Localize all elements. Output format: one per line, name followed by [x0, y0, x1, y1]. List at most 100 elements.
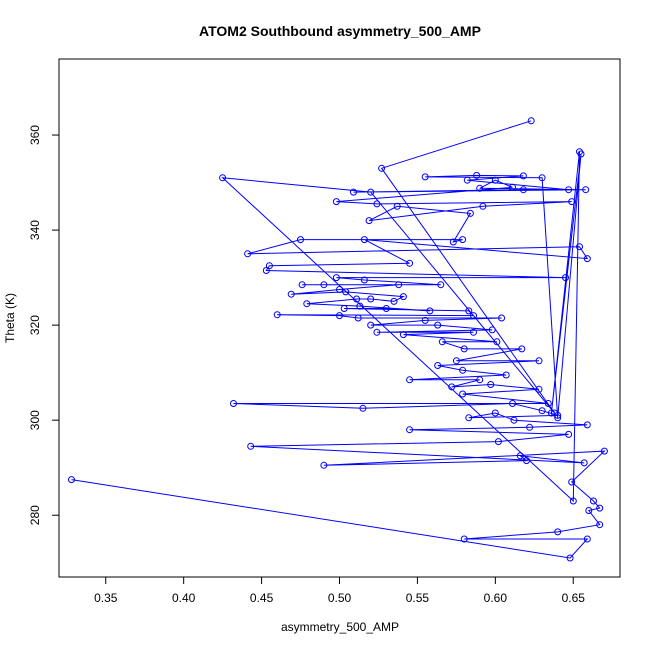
data-point — [535, 385, 543, 393]
data-point — [465, 307, 473, 315]
data-point — [459, 366, 467, 374]
x-tick-label: 0.50 — [328, 591, 352, 605]
data-point — [244, 250, 252, 258]
data-point — [509, 400, 516, 407]
data-point — [438, 338, 446, 346]
data-point — [565, 186, 573, 194]
data-point — [399, 293, 407, 301]
data-point — [247, 442, 255, 450]
data-point — [421, 173, 429, 181]
data-point — [519, 172, 527, 180]
data-point — [491, 409, 499, 417]
data-point — [393, 202, 401, 210]
plot-frame — [58, 58, 621, 578]
data-point — [68, 476, 75, 484]
y-axis-label: Theta (K) — [3, 293, 17, 343]
data-point — [449, 238, 457, 246]
x-tick-label: 0.55 — [406, 591, 430, 605]
data-point — [465, 414, 473, 422]
data-point — [320, 281, 328, 289]
data-point — [600, 447, 608, 455]
data-point — [265, 262, 273, 270]
data-point — [360, 236, 368, 244]
data-point — [406, 376, 414, 384]
data-point — [585, 507, 593, 514]
data-point — [390, 297, 398, 305]
data-point — [596, 521, 604, 529]
data-point — [590, 497, 597, 505]
data-point — [359, 404, 367, 412]
data-point — [219, 174, 227, 182]
data-point — [583, 535, 591, 543]
data-point — [473, 171, 481, 179]
data-point — [565, 430, 573, 438]
chart-title: ATOM2 Southbound asymmetry_500_AMP — [199, 23, 481, 39]
data-point — [367, 321, 375, 329]
data-point — [399, 331, 407, 339]
data-point — [340, 305, 348, 312]
x-axis-label: asymmetry_500_AMP — [281, 620, 399, 634]
x-tick-label: 0.65 — [562, 591, 586, 605]
y-tick-label: 300 — [28, 410, 42, 430]
data-point — [332, 198, 340, 206]
data-point — [350, 188, 357, 196]
data-point — [466, 209, 474, 217]
data-point — [421, 316, 429, 324]
y-axis: 280 300 320 340 360 — [28, 125, 60, 525]
data-point — [230, 400, 237, 407]
data-point — [434, 321, 442, 329]
data-point — [448, 383, 456, 391]
data-point — [580, 459, 588, 467]
data-point — [342, 288, 350, 296]
data-point — [577, 150, 585, 158]
data-point — [476, 376, 484, 384]
x-tick-label: 0.40 — [172, 591, 196, 605]
data-point — [367, 188, 375, 196]
data-point — [544, 400, 552, 407]
data-point — [373, 200, 381, 208]
data-point — [356, 302, 364, 310]
data-point — [336, 312, 343, 320]
data-point — [583, 421, 591, 429]
data-point — [354, 314, 362, 322]
y-tick-label: 360 — [28, 125, 42, 145]
data-point — [460, 535, 468, 543]
data-point — [576, 243, 583, 251]
data-point — [336, 286, 343, 293]
data-point — [583, 255, 591, 263]
data-point — [516, 452, 524, 460]
x-tick-label: 0.45 — [250, 591, 274, 605]
data-point — [378, 164, 386, 172]
data-point — [470, 312, 477, 320]
data-point — [434, 362, 442, 369]
data-point — [353, 295, 361, 303]
data-point — [437, 281, 445, 289]
data-point — [395, 281, 403, 289]
data-point — [568, 198, 576, 206]
data-point — [523, 457, 530, 465]
data-point — [519, 186, 527, 194]
data-point — [554, 411, 562, 419]
x-axis: 0.35 0.40 0.45 0.50 0.55 0.60 0.65 — [94, 576, 586, 605]
data-point — [526, 423, 534, 431]
y-tick-label: 340 — [28, 220, 42, 240]
data-point — [476, 184, 484, 192]
data-point — [554, 414, 562, 422]
data-point — [262, 267, 270, 274]
data-point — [518, 345, 526, 353]
data-point — [426, 307, 434, 315]
data-point — [494, 438, 502, 446]
data-point — [488, 326, 496, 334]
data-point — [373, 328, 381, 336]
data-point — [365, 217, 373, 225]
data-point — [535, 357, 543, 365]
data-point — [479, 202, 487, 210]
data-point — [498, 314, 506, 322]
data-point — [382, 305, 390, 312]
data-point — [510, 416, 518, 424]
data-point — [406, 259, 414, 267]
data-point — [566, 554, 574, 562]
data-point — [452, 357, 460, 365]
data-point — [406, 426, 414, 434]
data-point — [568, 478, 576, 486]
